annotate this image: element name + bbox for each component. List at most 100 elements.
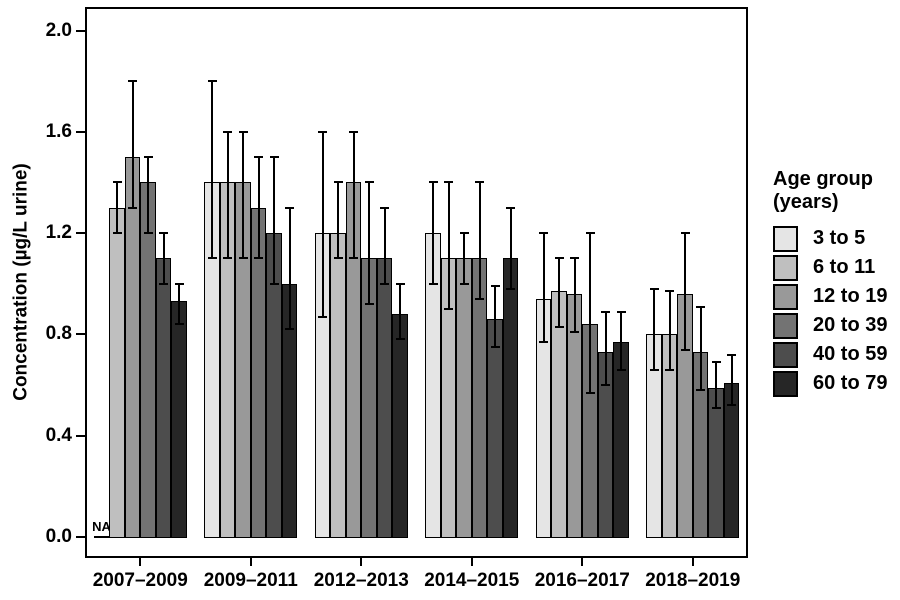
error-bar-cap-bottom xyxy=(269,282,279,285)
error-bar-line xyxy=(699,306,702,391)
legend-swatch xyxy=(773,341,798,368)
y-tick-label: 1.2 xyxy=(45,222,72,244)
y-tick-mark xyxy=(76,333,85,336)
error-bar-cap-bottom xyxy=(616,368,626,371)
error-bar-cap-bottom xyxy=(475,297,484,300)
error-bar-cap-bottom xyxy=(318,315,327,318)
error-bar-line xyxy=(604,311,607,386)
error-bar-cap-bottom xyxy=(506,287,515,290)
error-bar-cap-bottom xyxy=(349,257,358,260)
error-bar-cap-top xyxy=(318,130,327,133)
x-tick-label: 2012–2013 xyxy=(313,570,409,591)
error-bar-cap-bottom xyxy=(680,348,690,351)
error-bar-cap-top xyxy=(727,353,736,356)
error-bar-cap-top xyxy=(285,206,294,209)
bar xyxy=(155,258,172,538)
error-bar-cap-bottom xyxy=(207,257,217,260)
bar xyxy=(124,157,141,538)
error-bar-line xyxy=(542,233,545,342)
legend-swatch xyxy=(773,254,798,281)
error-bar-cap-bottom xyxy=(554,325,564,328)
error-bar-cap-bottom xyxy=(364,303,374,305)
x-tick-label: 2014–2015 xyxy=(424,570,520,591)
error-bar-cap-bottom xyxy=(159,282,168,285)
error-bar-line xyxy=(463,233,465,284)
legend-title-line1: Age group xyxy=(773,168,873,190)
error-bar-line xyxy=(684,233,686,350)
error-bar-cap-bottom xyxy=(128,206,137,209)
legend-item: 40 to 59 xyxy=(766,340,900,369)
error-bar-cap-bottom xyxy=(112,232,122,235)
error-bar-line xyxy=(558,258,560,327)
error-bar-line xyxy=(432,182,434,284)
error-bar-cap-top xyxy=(444,181,453,184)
error-bar-line xyxy=(226,131,229,259)
error-bar-line xyxy=(730,354,733,406)
error-bar-cap-top xyxy=(333,181,343,184)
error-bar-cap-bottom xyxy=(459,282,469,285)
error-bar-line xyxy=(494,286,496,348)
error-bar-cap-top xyxy=(254,156,263,159)
error-bar-cap-top xyxy=(680,232,690,235)
bar xyxy=(502,258,519,538)
x-tick-mark xyxy=(360,558,363,566)
error-bar-cap-top xyxy=(539,232,548,235)
error-bar-cap-top xyxy=(223,130,232,133)
error-bar-cap-bottom xyxy=(238,257,248,260)
y-tick-label: 0.4 xyxy=(45,424,72,446)
error-bar-cap-bottom xyxy=(539,340,548,343)
error-bar-line xyxy=(352,131,355,259)
legend-swatch xyxy=(773,312,798,339)
error-bar-cap-top xyxy=(459,232,469,235)
error-bar-cap-bottom xyxy=(428,282,438,285)
bar xyxy=(551,291,567,538)
error-bar-line xyxy=(257,157,260,259)
error-bar-cap-bottom xyxy=(585,391,595,394)
legend-item: 60 to 79 xyxy=(766,369,900,398)
legend: Age group (years) 3 to 5 6 to 11 12 to 19 2… xyxy=(766,168,900,398)
error-bar-cap-top xyxy=(380,206,389,209)
error-bar-cap-bottom xyxy=(490,346,500,349)
error-bar-cap-top xyxy=(506,206,515,209)
x-tick-mark xyxy=(470,558,473,566)
error-bar-line xyxy=(162,233,165,284)
bar xyxy=(471,258,488,538)
error-bar-line xyxy=(321,131,324,317)
error-bar-cap-top xyxy=(616,310,626,313)
bar xyxy=(171,301,187,538)
x-tick-label: 2009–2011 xyxy=(203,570,298,591)
error-bar-line xyxy=(653,288,655,370)
error-bar-line xyxy=(589,233,591,393)
y-tick-label: 2.0 xyxy=(45,19,72,41)
na-baseline xyxy=(93,536,110,538)
y-axis-title: Concentration (µg/L urine) xyxy=(10,163,32,401)
x-tick-label: 2016–2017 xyxy=(534,570,630,591)
legend-item: 6 to 11 xyxy=(766,253,900,282)
legend-item-label: 40 to 59 xyxy=(813,343,888,365)
error-bar-cap-top xyxy=(428,181,438,184)
error-bar-cap-top xyxy=(143,156,153,159)
error-bar-line xyxy=(242,131,244,259)
error-bar-cap-top xyxy=(395,282,405,285)
error-bar-line xyxy=(337,182,339,259)
error-bar-cap-top xyxy=(174,282,184,285)
x-tick-mark xyxy=(691,558,694,566)
error-bar-line xyxy=(178,283,180,325)
error-bar-line xyxy=(211,81,213,259)
error-bar-cap-top xyxy=(570,257,579,260)
error-bar-cap-top xyxy=(475,181,484,184)
error-bar-line xyxy=(131,81,134,208)
error-bar-line xyxy=(509,207,512,289)
x-tick-mark xyxy=(139,558,142,566)
x-tick-label: 2007–2009 xyxy=(92,570,188,591)
error-bar-line xyxy=(447,182,450,310)
legend-title-line2: (years) xyxy=(773,191,839,213)
error-bar-cap-top xyxy=(128,80,137,83)
bar xyxy=(456,258,472,538)
error-bar-line xyxy=(383,207,386,284)
error-bar-cap-top xyxy=(585,232,595,235)
error-bar-cap-bottom xyxy=(696,389,705,392)
error-bar-cap-top xyxy=(696,305,705,308)
bar xyxy=(376,258,393,538)
error-bar-line xyxy=(668,291,671,370)
